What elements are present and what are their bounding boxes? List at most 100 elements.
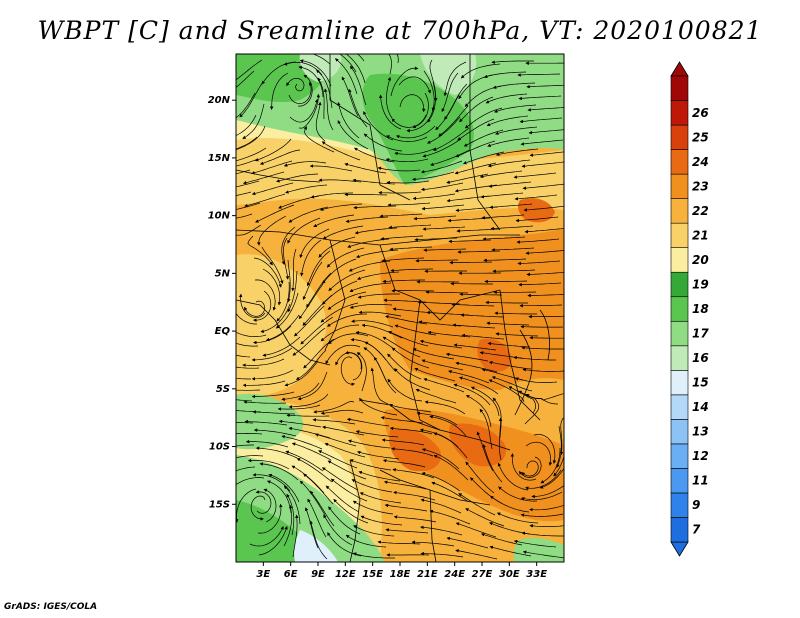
streamline (520, 324, 564, 329)
streamline (433, 432, 468, 459)
streamline (420, 551, 464, 558)
streamline (349, 304, 393, 309)
colorbar-swatch (670, 222, 689, 248)
wbpt-region-lightblue-south (294, 530, 338, 562)
streamline (370, 367, 389, 405)
streamline (419, 339, 463, 349)
streamline (385, 158, 429, 163)
streamline (378, 191, 422, 195)
streamline (381, 257, 425, 263)
streamline (480, 192, 524, 199)
streamline (288, 393, 329, 409)
streamline (413, 215, 457, 221)
streamline (357, 54, 365, 62)
streamline (283, 504, 293, 547)
streamline (255, 204, 295, 223)
streamline (263, 488, 277, 523)
streamline (324, 88, 334, 131)
streamline (386, 76, 393, 119)
colorbar-label: 17 (692, 327, 709, 341)
streamline (251, 160, 293, 175)
streamline (387, 378, 423, 402)
colorbar-label: 19 (692, 277, 709, 291)
streamline (276, 173, 319, 183)
streamline (497, 462, 529, 491)
streamline (344, 192, 388, 197)
streamline (513, 172, 557, 179)
streamline (309, 490, 335, 527)
lon-tick-label: 9E (311, 569, 325, 580)
streamline (488, 379, 525, 403)
streamline (483, 258, 527, 263)
streamline (255, 446, 298, 459)
streamline (476, 431, 494, 472)
streamline (459, 96, 494, 123)
streamline (299, 480, 326, 516)
streamline (322, 425, 365, 436)
colorbar-label: 18 (692, 302, 709, 316)
streamline (259, 462, 299, 481)
streamline (292, 327, 326, 356)
streamline (494, 104, 537, 113)
streamline (494, 311, 537, 315)
streamline (293, 305, 325, 337)
streamline (465, 508, 505, 527)
streamline (333, 498, 369, 524)
streamline (322, 225, 364, 240)
streamline (384, 503, 428, 512)
streamline (420, 182, 464, 192)
streamline (520, 513, 564, 517)
streamline (527, 107, 564, 112)
streamline (255, 490, 272, 514)
streamline (344, 162, 387, 174)
border-line (379, 244, 501, 321)
streamline (306, 272, 332, 308)
streamline (521, 460, 539, 477)
colorbar-swatch (670, 198, 689, 224)
streamline (245, 439, 289, 448)
streamline (524, 394, 540, 425)
lon-tick-label: 24E (444, 569, 465, 580)
streamline (299, 59, 332, 87)
streamline (356, 352, 367, 392)
streamline (489, 545, 532, 557)
wbpt-region-green-southwest (236, 393, 304, 450)
streamline (349, 282, 392, 293)
streamline (318, 450, 358, 469)
streamline (286, 413, 330, 418)
streamline (251, 369, 294, 381)
streamline (287, 259, 291, 303)
streamline (341, 76, 359, 117)
streamline (317, 77, 325, 120)
colorbar-swatch (670, 394, 689, 420)
colorbar-swatch (670, 173, 689, 199)
streamline (297, 371, 328, 401)
streamline (249, 526, 284, 547)
streamline (518, 282, 562, 287)
streamline (486, 115, 529, 127)
streamline (465, 461, 495, 494)
streamline (242, 358, 285, 367)
streamline (415, 259, 458, 263)
streamline (423, 378, 465, 393)
streamline (556, 425, 562, 468)
streamline (325, 344, 361, 365)
streamline (517, 73, 561, 77)
streamline (426, 116, 461, 144)
streamline (258, 525, 288, 556)
streamline (453, 383, 491, 406)
streamline (518, 95, 562, 101)
streamline (490, 225, 534, 231)
streamline (485, 300, 528, 305)
streamline (529, 336, 564, 340)
streamline (302, 294, 333, 326)
streamline (498, 486, 538, 502)
streamline (236, 92, 256, 119)
streamline (399, 94, 426, 113)
colorbar-label: 9 (692, 498, 700, 512)
streamline (321, 141, 361, 161)
streamline (382, 279, 425, 284)
streamline (380, 235, 424, 241)
streamline (438, 105, 469, 137)
colorbar-label: 13 (692, 425, 709, 439)
